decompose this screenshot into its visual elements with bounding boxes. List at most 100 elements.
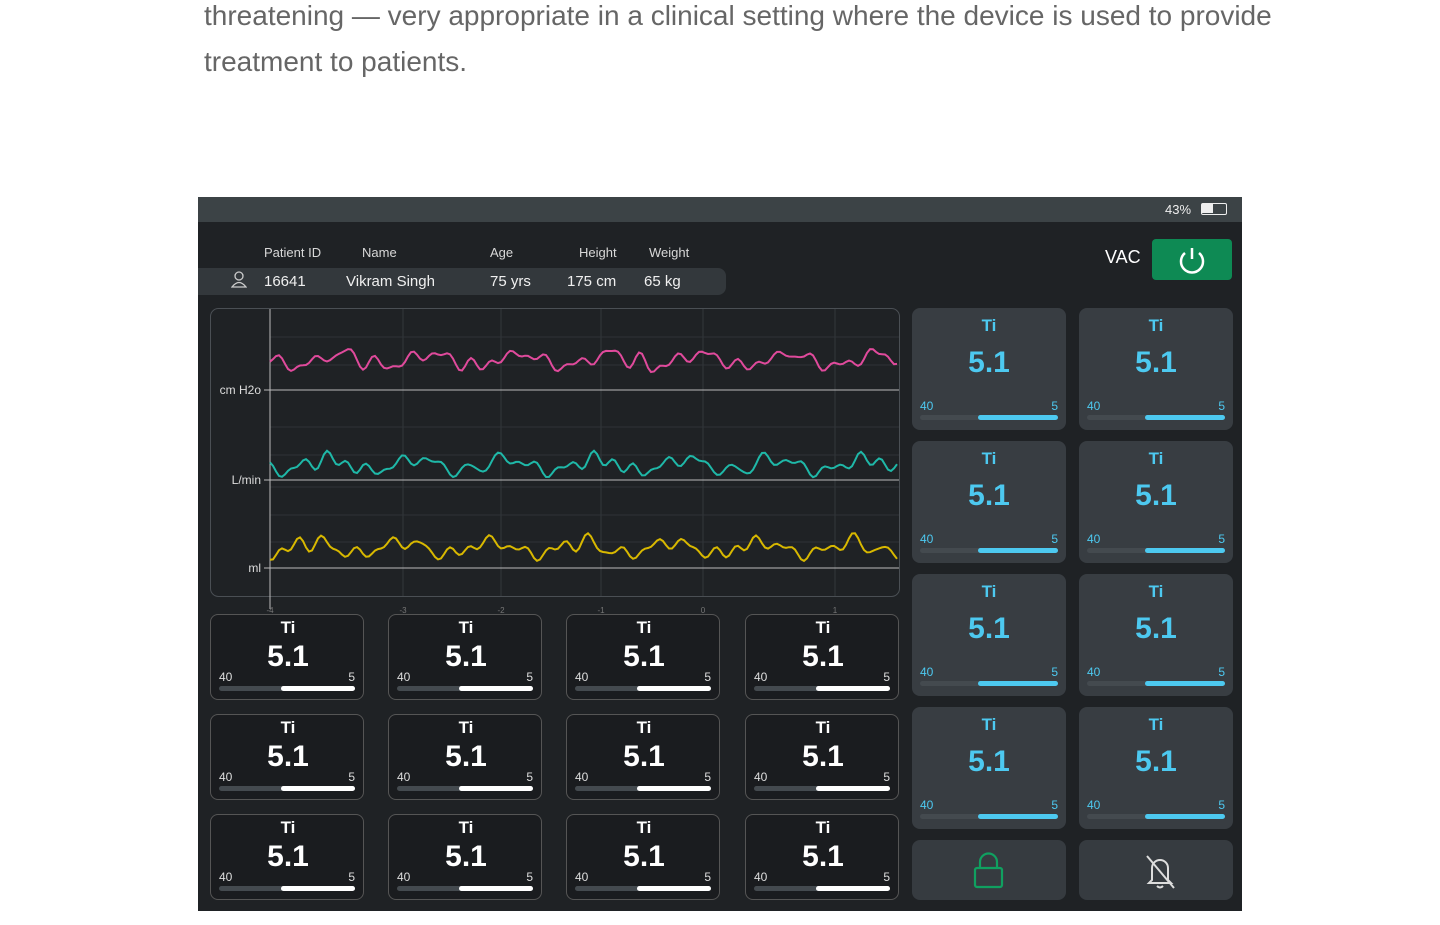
parameter-tile: Ti 5.1 40 5 (912, 574, 1066, 696)
tile-label: Ti (981, 582, 997, 601)
tile-min: 40 (920, 532, 934, 546)
x-tick-label: 1 (833, 606, 838, 615)
parameter-tile: Ti 5.1 40 5 (210, 714, 364, 800)
tile-value: 5.1 (802, 640, 844, 673)
mute-alarm-button[interactable] (1079, 840, 1233, 900)
tile-label: Ti (1148, 582, 1164, 601)
x-tick-label: -3 (399, 606, 407, 615)
waveform (269, 348, 898, 374)
tile-max: 5 (1051, 798, 1058, 812)
tile-label: Ti (280, 718, 296, 737)
tile-label: Ti (981, 449, 997, 468)
parameter-tile: Ti 5.1 40 5 (388, 614, 542, 700)
tile-min: 40 (1087, 665, 1101, 679)
lock-button[interactable] (912, 840, 1066, 900)
tile-value: 5.1 (267, 640, 309, 673)
chart-frame (210, 308, 900, 597)
waveform-chart: cm H2o L/min ml -4 -3 -2 -1 0 1 (210, 308, 900, 615)
tile-value: 5.1 (445, 740, 487, 773)
tile-min: 40 (1087, 798, 1101, 812)
tile-value: 5.1 (267, 740, 309, 773)
tile-min: 40 (575, 770, 589, 784)
tile-label: Ti (815, 618, 831, 637)
tile-max: 5 (1051, 665, 1058, 679)
power-button[interactable] (1152, 239, 1232, 280)
parameter-tile: Ti 5.1 40 5 (1079, 441, 1233, 563)
x-tick-label: -4 (266, 606, 274, 615)
patient-value: 175 cm (567, 273, 617, 290)
tile-min: 40 (920, 665, 934, 679)
tile-max: 5 (704, 870, 711, 884)
slider-fill (816, 886, 890, 891)
parameter-tile: Ti 5.1 40 5 (912, 441, 1066, 563)
slider-fill (977, 814, 1058, 819)
slider-fill (977, 548, 1058, 553)
tile-min: 40 (397, 870, 411, 884)
tile-min: 40 (397, 770, 411, 784)
waveform (269, 531, 898, 563)
tile-label: Ti (1148, 449, 1164, 468)
tile-label: Ti (981, 715, 997, 734)
battery-icon (1201, 203, 1227, 215)
tile-value: 5.1 (1135, 479, 1177, 512)
tile-min: 40 (754, 870, 768, 884)
status-bar (198, 197, 1242, 222)
slider-fill (281, 886, 355, 891)
parameter-tile: Ti 5.1 40 5 (912, 308, 1066, 430)
tile-value: 5.1 (1135, 745, 1177, 778)
tile-min: 40 (754, 670, 768, 684)
parameter-tile: Ti 5.1 40 5 (1079, 574, 1233, 696)
tile-value: 5.1 (968, 479, 1010, 512)
tile-min: 40 (219, 770, 233, 784)
tile-max: 5 (1218, 798, 1225, 812)
tile-value: 5.1 (968, 346, 1010, 379)
slider-fill (459, 786, 533, 791)
tile-value: 5.1 (968, 612, 1010, 645)
slider-fill (637, 886, 711, 891)
tile-label: Ti (1148, 316, 1164, 335)
tile-min: 40 (219, 670, 233, 684)
tile-max: 5 (1218, 532, 1225, 546)
parameter-tile: Ti 5.1 40 5 (388, 814, 542, 900)
parameter-tile: Ti 5.1 40 5 (1079, 308, 1233, 430)
waveform (269, 449, 898, 479)
axis-label: ml (248, 561, 261, 575)
patient-band (198, 268, 726, 295)
parameter-tile: Ti 5.1 40 5 (745, 714, 899, 800)
tile-value: 5.1 (802, 740, 844, 773)
patient-value: 65 kg (644, 273, 681, 290)
tile-max: 5 (526, 770, 533, 784)
x-tick-label: -1 (597, 606, 605, 615)
x-tick-label: -2 (497, 606, 505, 615)
tile-label: Ti (636, 818, 652, 837)
tile-max: 5 (348, 770, 355, 784)
tile-value: 5.1 (802, 840, 844, 873)
patient-header: Height (579, 245, 617, 260)
parameter-tile: Ti 5.1 40 5 (745, 814, 899, 900)
slider-fill (1144, 548, 1225, 553)
slider-fill (637, 686, 711, 691)
tile-min: 40 (219, 870, 233, 884)
tile-max: 5 (704, 770, 711, 784)
mode-label: VAC (1105, 247, 1141, 267)
tile-min: 40 (397, 670, 411, 684)
patient-icon (231, 271, 247, 288)
parameter-tile: Ti 5.1 40 5 (388, 714, 542, 800)
tile-value: 5.1 (623, 740, 665, 773)
tile-value: 5.1 (1135, 346, 1177, 379)
battery-text: 43% (1165, 202, 1192, 217)
tile-label: Ti (981, 316, 997, 335)
slider-fill (816, 786, 890, 791)
axis-label: cm H2o (220, 383, 262, 397)
slider-fill (281, 686, 355, 691)
tile-max: 5 (883, 870, 890, 884)
patient-header: Weight (649, 245, 690, 260)
tile-max: 5 (1051, 399, 1058, 413)
parameter-tile: Ti 5.1 40 5 (566, 714, 720, 800)
article-line: treatment to patients. (204, 46, 468, 77)
patient-header: Name (362, 245, 397, 260)
slider-fill (459, 886, 533, 891)
tile-label: Ti (458, 718, 474, 737)
patient-value: Vikram Singh (346, 273, 435, 290)
